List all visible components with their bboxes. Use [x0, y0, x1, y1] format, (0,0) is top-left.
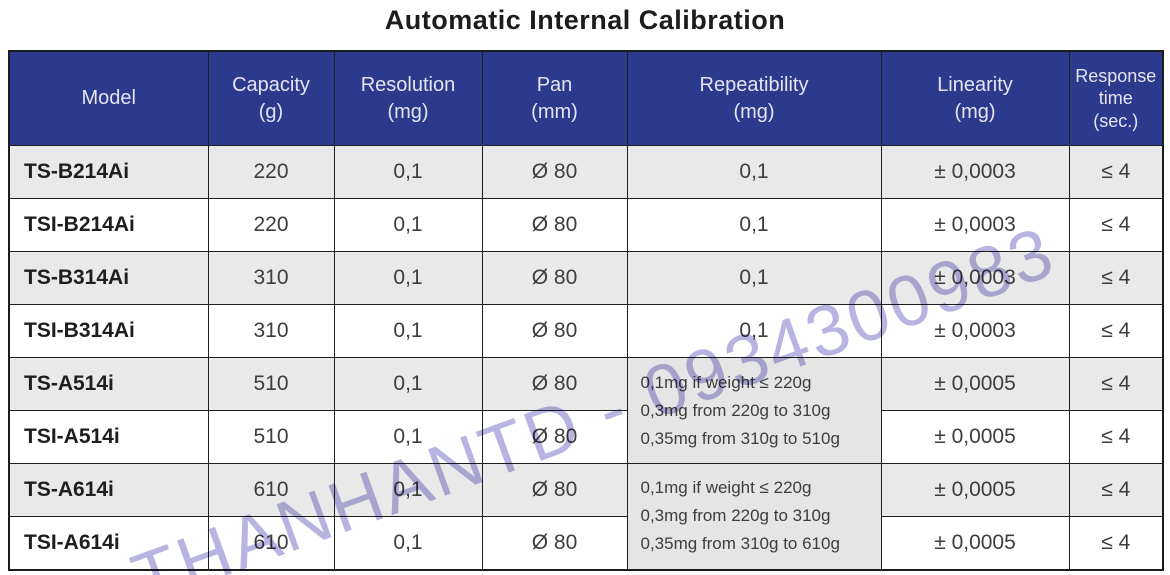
cell-capacity: 310 [207, 251, 335, 305]
table-row: TSI-B314Ai 310 0,1 Ø 80 0,1 ± 0,0003 ≤ 4 [8, 304, 1164, 358]
cell-resolution: 0,1 [333, 198, 483, 252]
cell-model: TSI-B314Ai [8, 304, 209, 358]
cell-repeatability: 0,1 [626, 251, 882, 305]
header-row: Model Capacity (g) Resolution (mg) Pan (… [8, 50, 1164, 146]
cell-response-time: ≤ 4 [1068, 145, 1164, 199]
cell-model: TSI-A614i [8, 516, 209, 570]
cell-repeatability: 0,1 [626, 304, 882, 358]
cell-resolution: 0,1 [333, 251, 483, 305]
cell-response-time: ≤ 4 [1068, 304, 1164, 358]
table-row: TS-B314Ai 310 0,1 Ø 80 0,1 ± 0,0003 ≤ 4 [8, 251, 1164, 305]
cell-pan: Ø 80 [481, 251, 628, 305]
cell-model: TS-B214Ai [8, 145, 209, 199]
cell-resolution: 0,1 [333, 463, 483, 517]
cell-model: TS-B314Ai [8, 251, 209, 305]
cell-capacity: 220 [207, 198, 335, 252]
cell-linearity: ± 0,0003 [880, 198, 1070, 252]
cell-pan: Ø 80 [481, 516, 628, 570]
table-row: TSI-A514i 510 0,1 Ø 80 ± 0,0005 ≤ 4 [8, 410, 1164, 464]
cell-capacity: 610 [207, 516, 335, 570]
cell-resolution: 0,1 [333, 516, 483, 570]
column-header-capacity: Capacity (g) [207, 50, 335, 146]
table-row: TS-A514i 510 0,1 Ø 80 0,1mg if weight ≤ … [8, 357, 1164, 464]
cell-resolution: 0,1 [333, 304, 483, 358]
cell-repeatability-merged: 0,1mg if weight ≤ 220g 0,3mg from 220g t… [626, 357, 882, 464]
table-header: Model Capacity (g) Resolution (mg) Pan (… [8, 50, 1164, 146]
cell-linearity: ± 0,0005 [880, 357, 1070, 411]
cell-repeatability-merged: 0,1mg if weight ≤ 220g 0,3mg from 220g t… [626, 463, 882, 570]
cell-capacity: 510 [207, 410, 335, 464]
cell-model: TS-A514i [8, 357, 209, 411]
cell-response-time: ≤ 4 [1068, 410, 1164, 464]
calibration-spec-table: Model Capacity (g) Resolution (mg) Pan (… [8, 50, 1164, 571]
column-header-repeatability: Repeatibility (mg) [626, 50, 882, 146]
column-header-response-time: Response time (sec.) [1068, 50, 1164, 146]
cell-resolution: 0,1 [333, 145, 483, 199]
cell-capacity: 220 [207, 145, 335, 199]
cell-model: TS-A614i [8, 463, 209, 517]
cell-linearity: ± 0,0005 [880, 410, 1070, 464]
cell-pan: Ø 80 [481, 463, 628, 517]
cell-pan: Ø 80 [481, 357, 628, 411]
cell-pan: Ø 80 [481, 145, 628, 199]
table-row: TS-B214Ai 220 0,1 Ø 80 0,1 ± 0,0003 ≤ 4 [8, 145, 1164, 199]
cell-model: TSI-A514i [8, 410, 209, 464]
cell-linearity: ± 0,0003 [880, 145, 1070, 199]
cell-pan: Ø 80 [481, 410, 628, 464]
page-title: Automatic Internal Calibration [384, 5, 786, 35]
cell-capacity: 610 [207, 463, 335, 517]
cell-response-time: ≤ 4 [1068, 463, 1164, 517]
cell-repeatability: 0,1 [626, 145, 882, 199]
column-header-pan: Pan (mm) [481, 50, 628, 146]
cell-response-time: ≤ 4 [1068, 251, 1164, 305]
cell-repeatability: 0,1 [626, 198, 882, 252]
cell-pan: Ø 80 [481, 198, 628, 252]
cell-linearity: ± 0,0005 [880, 516, 1070, 570]
table-row: TSI-A614i 610 0,1 Ø 80 ± 0,0005 ≤ 4 [8, 516, 1164, 570]
table-row: TSI-B214Ai 220 0,1 Ø 80 0,1 ± 0,0003 ≤ 4 [8, 198, 1164, 252]
table-body: TS-B214Ai 220 0,1 Ø 80 0,1 ± 0,0003 ≤ 4 … [8, 145, 1164, 570]
column-header-model: Model [8, 50, 209, 146]
column-header-linearity: Linearity (mg) [880, 50, 1070, 146]
cell-resolution: 0,1 [333, 410, 483, 464]
cell-capacity: 510 [207, 357, 335, 411]
cell-linearity: ± 0,0003 [880, 304, 1070, 358]
cell-linearity: ± 0,0005 [880, 463, 1070, 517]
cell-resolution: 0,1 [333, 357, 483, 411]
cell-response-time: ≤ 4 [1068, 516, 1164, 570]
cell-pan: Ø 80 [481, 304, 628, 358]
cell-linearity: ± 0,0003 [880, 251, 1070, 305]
table-row: TS-A614i 610 0,1 Ø 80 0,1mg if weight ≤ … [8, 463, 1164, 570]
cell-capacity: 310 [207, 304, 335, 358]
cell-model: TSI-B214Ai [8, 198, 209, 252]
column-header-resolution: Resolution (mg) [333, 50, 483, 146]
cell-response-time: ≤ 4 [1068, 357, 1164, 411]
cell-response-time: ≤ 4 [1068, 198, 1164, 252]
